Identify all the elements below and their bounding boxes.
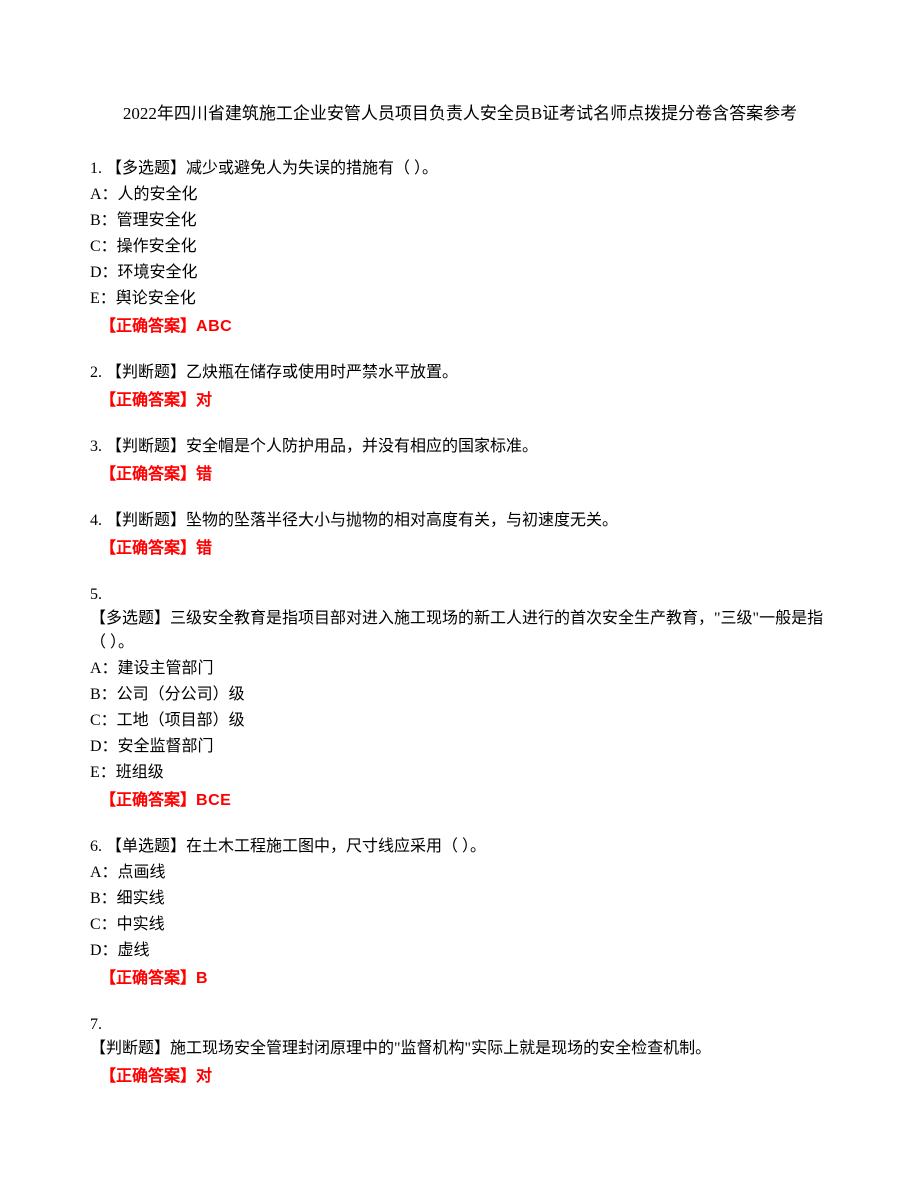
answer-label: 【正确答案】 [100,392,196,409]
question-option: A：建设主管部门 [90,657,830,681]
question-option: E：舆论安全化 [90,287,830,311]
question-text: 1. 【多选题】减少或避免人为失误的措施有（ ）。 [90,157,830,181]
question: 4. 【判断题】坠物的坠落半径大小与抛物的相对高度有关，与初速度无关。【正确答案… [90,509,830,561]
answer: 【正确答案】ABC [100,315,830,339]
answer-label: 【正确答案】 [100,792,196,809]
question-option: B：公司（分公司）级 [90,683,830,707]
question: 2. 【判断题】乙炔瓶在储存或使用时严禁水平放置。【正确答案】对 [90,361,830,413]
question: 1. 【多选题】减少或避免人为失误的措施有（ ）。A：人的安全化B：管理安全化C… [90,157,830,339]
answer: 【正确答案】错 [100,537,830,561]
answer-label: 【正确答案】 [100,540,196,557]
answer-label: 【正确答案】 [100,466,196,483]
answer-value: 错 [196,466,213,483]
answer-value: 错 [196,540,213,557]
question-option: B：管理安全化 [90,209,830,233]
question-option: E：班组级 [90,761,830,785]
page-title: 2022年四川省建筑施工企业安管人员项目负责人安全员B证考试名师点拨提分卷含答案… [90,100,830,127]
question-text: 6. 【单选题】在土木工程施工图中，尺寸线应采用（ ）。 [90,835,830,859]
answer: 【正确答案】错 [100,463,830,487]
question-option: A：点画线 [90,861,830,885]
question-option: C：操作安全化 [90,235,830,259]
answer: 【正确答案】BCE [100,789,830,813]
question-text: 4. 【判断题】坠物的坠落半径大小与抛物的相对高度有关，与初速度无关。 [90,509,830,533]
answer-label: 【正确答案】 [100,318,196,335]
question-text: 5.【多选题】三级安全教育是指项目部对进入施工现场的新工人进行的首次安全生产教育… [90,583,830,655]
answer-value: B [196,970,208,987]
question-option: C：中实线 [90,913,830,937]
question-text: 7.【判断题】施工现场安全管理封闭原理中的"监督机构"实际上就是现场的安全检查机… [90,1013,830,1061]
question: 6. 【单选题】在土木工程施工图中，尺寸线应采用（ ）。A：点画线B：细实线C：… [90,835,830,991]
question-option: D：安全监督部门 [90,735,830,759]
question: 3. 【判断题】安全帽是个人防护用品，并没有相应的国家标准。【正确答案】错 [90,435,830,487]
questions-container: 1. 【多选题】减少或避免人为失误的措施有（ ）。A：人的安全化B：管理安全化C… [90,157,830,1089]
answer-label: 【正确答案】 [100,970,196,987]
answer-value: ABC [196,318,232,335]
question-option: D：环境安全化 [90,261,830,285]
question-option: D：虚线 [90,939,830,963]
question-option: B：细实线 [90,887,830,911]
answer-value: BCE [196,792,231,809]
question-option: A：人的安全化 [90,183,830,207]
answer-value: 对 [196,1068,213,1085]
question: 7.【判断题】施工现场安全管理封闭原理中的"监督机构"实际上就是现场的安全检查机… [90,1013,830,1089]
answer-value: 对 [196,392,213,409]
question-text: 3. 【判断题】安全帽是个人防护用品，并没有相应的国家标准。 [90,435,830,459]
answer: 【正确答案】B [100,967,830,991]
question: 5.【多选题】三级安全教育是指项目部对进入施工现场的新工人进行的首次安全生产教育… [90,583,830,813]
question-option: C：工地（项目部）级 [90,709,830,733]
answer-label: 【正确答案】 [100,1068,196,1085]
answer: 【正确答案】对 [100,389,830,413]
question-text: 2. 【判断题】乙炔瓶在储存或使用时严禁水平放置。 [90,361,830,385]
answer: 【正确答案】对 [100,1065,830,1089]
